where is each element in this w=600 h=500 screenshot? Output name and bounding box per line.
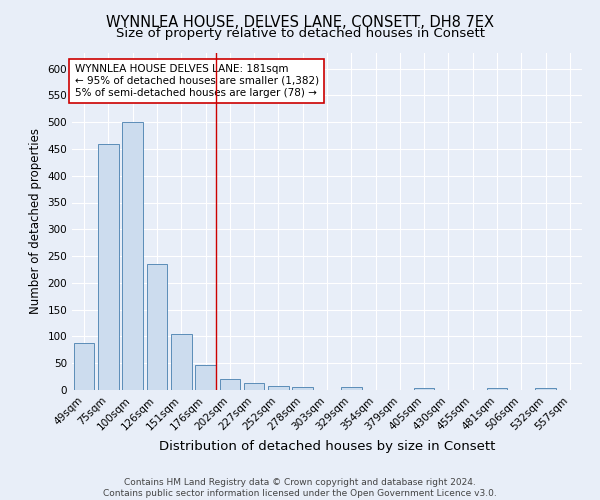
Bar <box>487 388 508 390</box>
Bar <box>244 383 265 390</box>
Text: WYNNLEA HOUSE DELVES LANE: 181sqm
← 95% of detached houses are smaller (1,382)
5: WYNNLEA HOUSE DELVES LANE: 181sqm ← 95% … <box>74 64 319 98</box>
Bar <box>292 388 313 390</box>
Bar <box>98 144 119 390</box>
Bar <box>220 380 240 390</box>
Bar <box>122 122 143 390</box>
Bar <box>341 388 362 390</box>
Bar <box>414 388 434 390</box>
Bar <box>146 264 167 390</box>
Bar <box>74 343 94 390</box>
Bar <box>195 366 216 390</box>
Text: Contains HM Land Registry data © Crown copyright and database right 2024.
Contai: Contains HM Land Registry data © Crown c… <box>103 478 497 498</box>
Bar <box>171 334 191 390</box>
X-axis label: Distribution of detached houses by size in Consett: Distribution of detached houses by size … <box>159 440 495 453</box>
Bar <box>268 386 289 390</box>
Bar <box>535 388 556 390</box>
Text: Size of property relative to detached houses in Consett: Size of property relative to detached ho… <box>115 28 485 40</box>
Text: WYNNLEA HOUSE, DELVES LANE, CONSETT, DH8 7EX: WYNNLEA HOUSE, DELVES LANE, CONSETT, DH8… <box>106 15 494 30</box>
Y-axis label: Number of detached properties: Number of detached properties <box>29 128 42 314</box>
